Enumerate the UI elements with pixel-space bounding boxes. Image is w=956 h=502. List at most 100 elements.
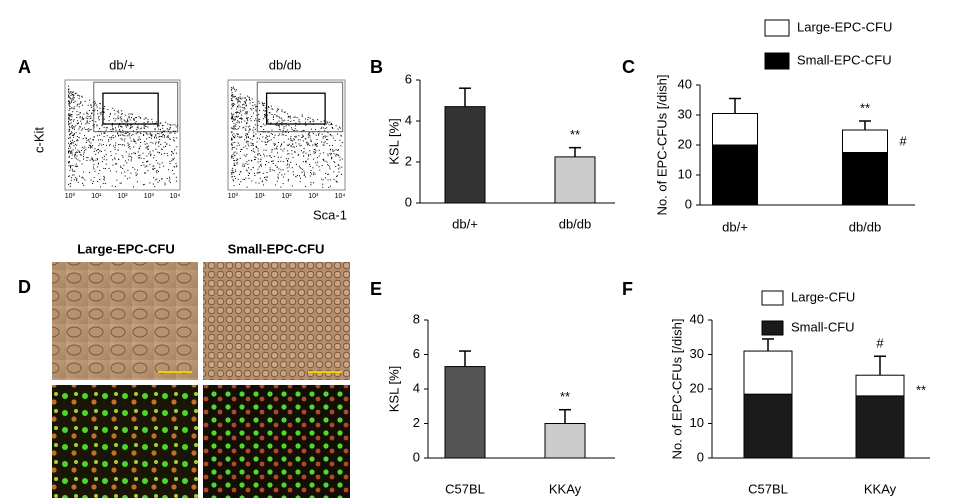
dot — [73, 119, 75, 121]
panel-a: A db/+ db/db c-Kit Sca-1 — [18, 57, 347, 223]
dot — [74, 92, 76, 94]
dot — [258, 166, 260, 168]
dot — [294, 116, 296, 118]
dot — [135, 117, 137, 118]
dot — [98, 130, 100, 132]
dot — [135, 175, 137, 176]
dot — [99, 107, 101, 109]
dot — [257, 168, 259, 170]
dot — [137, 169, 138, 171]
y-tick-label: 0 — [405, 194, 412, 209]
dot — [76, 136, 78, 137]
dot — [231, 147, 233, 149]
dot — [132, 138, 134, 140]
dot — [86, 160, 88, 162]
dot — [321, 141, 323, 143]
dot — [84, 146, 86, 148]
dot — [303, 148, 305, 149]
x-tick-label: db/+ — [722, 219, 748, 234]
dot — [284, 119, 286, 121]
dot — [131, 124, 132, 126]
dot — [335, 155, 337, 157]
y-tick-label: 20 — [678, 136, 692, 151]
dot — [71, 125, 73, 126]
dot — [172, 151, 173, 153]
dot — [283, 134, 285, 136]
dot — [75, 153, 76, 155]
dot — [98, 162, 99, 164]
dot — [83, 153, 85, 155]
dot — [330, 133, 331, 135]
dot — [255, 106, 257, 108]
x-tick-label: 10³ — [144, 193, 155, 200]
dot — [324, 160, 326, 162]
dot — [247, 175, 249, 176]
dot — [302, 152, 304, 154]
dot — [281, 122, 283, 123]
dot — [245, 145, 247, 147]
dot — [71, 150, 73, 152]
dot — [281, 117, 283, 119]
dot — [77, 123, 79, 125]
dot — [266, 172, 268, 174]
dot — [101, 161, 103, 162]
dot — [235, 112, 237, 114]
dot — [232, 156, 234, 158]
dot — [277, 176, 279, 178]
dot — [146, 143, 148, 145]
dot — [152, 150, 154, 152]
dot — [276, 115, 278, 117]
dot — [253, 134, 254, 136]
dot — [232, 142, 234, 144]
dot — [265, 144, 267, 145]
dot — [337, 133, 339, 135]
dot — [83, 151, 85, 153]
dot — [322, 137, 324, 139]
y-label: KSL [%] — [386, 118, 401, 164]
dot — [332, 144, 333, 146]
dot — [167, 123, 169, 125]
dot — [167, 169, 169, 171]
dot — [98, 152, 99, 154]
dot — [68, 114, 70, 116]
dot — [147, 121, 148, 123]
dot — [117, 110, 119, 112]
dot — [337, 128, 339, 130]
dot — [68, 94, 70, 96]
dot — [245, 141, 247, 143]
dot — [245, 102, 246, 104]
dot — [335, 149, 337, 151]
dot — [128, 113, 130, 115]
dot — [113, 109, 115, 111]
dot — [70, 114, 72, 116]
dot — [135, 142, 137, 144]
dot — [159, 163, 161, 165]
dot — [68, 162, 70, 164]
dot — [115, 129, 117, 131]
dot — [93, 177, 95, 179]
dot — [296, 175, 298, 176]
dot — [101, 157, 103, 159]
dot — [117, 149, 119, 151]
dot — [304, 124, 306, 126]
dot — [306, 142, 308, 144]
y-tick-label: 0 — [697, 449, 704, 464]
dot — [233, 122, 235, 124]
dot — [335, 125, 337, 127]
dot — [77, 140, 79, 142]
dot — [293, 146, 295, 148]
dot — [241, 118, 243, 120]
dot — [169, 163, 171, 164]
dot — [81, 116, 83, 118]
dot — [118, 112, 120, 114]
dot — [309, 117, 311, 119]
dot — [234, 116, 236, 118]
dot — [252, 148, 254, 150]
dot — [103, 111, 105, 113]
dot — [278, 108, 279, 110]
dot — [147, 133, 149, 135]
dot — [293, 130, 295, 132]
legend-swatch — [764, 19, 790, 37]
dot — [69, 134, 71, 136]
dot — [126, 124, 128, 126]
